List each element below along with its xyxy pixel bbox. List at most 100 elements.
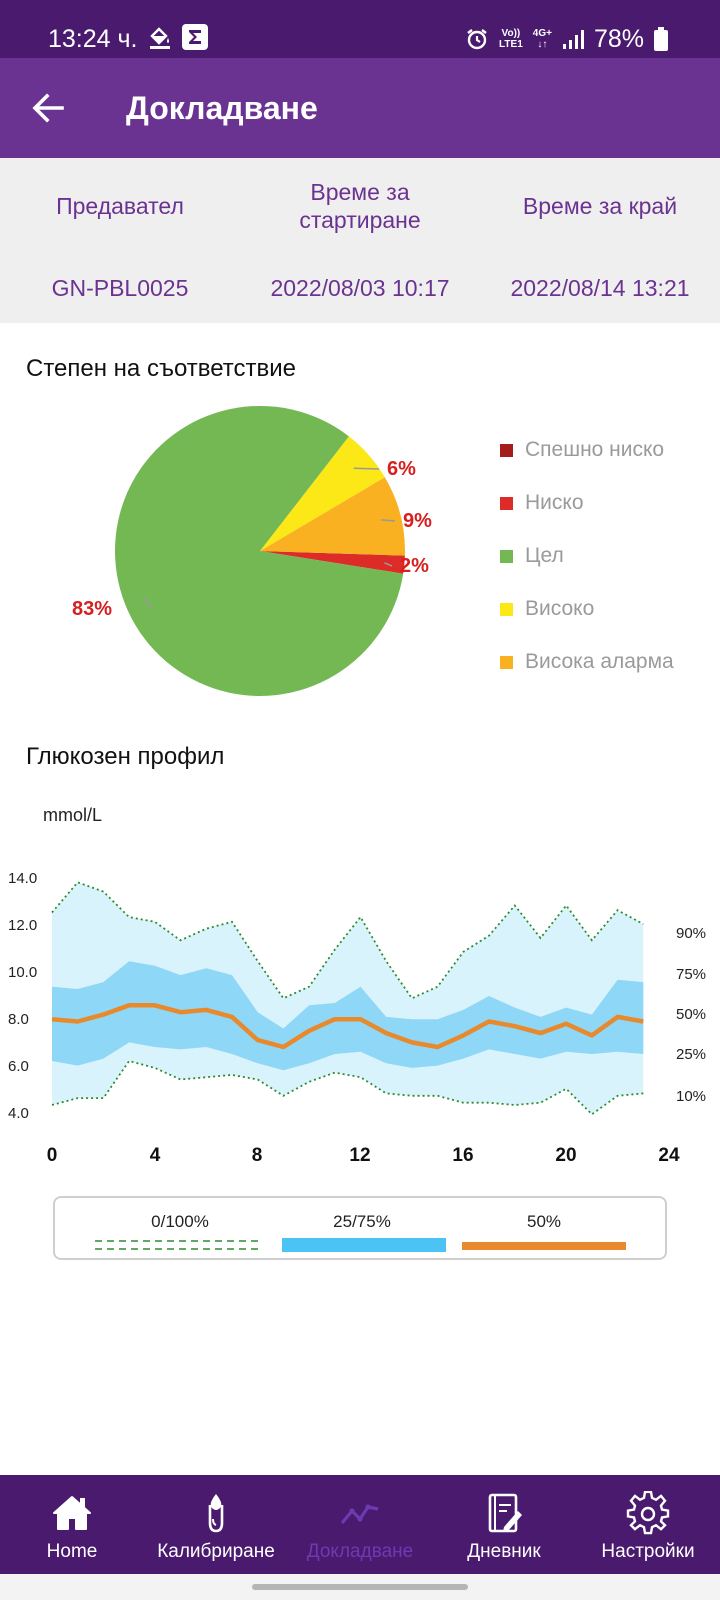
y-tick-8: 8.0 bbox=[8, 1011, 29, 1028]
legend-label-min-max: 0/100% bbox=[151, 1212, 209, 1231]
x-tick-8: 8 bbox=[251, 1145, 263, 1166]
trend-line-icon bbox=[340, 1504, 379, 1525]
battery-percent: 78% bbox=[593, 25, 644, 53]
network-type-text: 4G+ bbox=[532, 28, 552, 39]
pie-slice-Високо bbox=[260, 436, 385, 551]
transmitter-header: Предавател bbox=[56, 193, 184, 219]
volte-indicator: Vo)) LTE1 bbox=[499, 28, 523, 50]
y-axis-unit: mmol/L bbox=[43, 805, 103, 825]
alarm-icon bbox=[467, 29, 487, 50]
nav-calibration[interactable]: Калибриране bbox=[144, 1475, 288, 1574]
app-bar: Докладване bbox=[0, 58, 720, 158]
legend-swatch-high-alarm bbox=[500, 655, 513, 669]
glucose-profile-title: Глюкозен профил bbox=[26, 743, 225, 770]
transmitter-info-panel: Предавател Време за стартиране Време за … bbox=[0, 158, 720, 323]
x-tick-16: 16 bbox=[452, 1145, 474, 1166]
legend-swatch-high bbox=[500, 602, 513, 616]
start-time-value: 2022/08/03 10:17 bbox=[270, 275, 450, 301]
legend-urgent-low: Спешно ниско bbox=[500, 438, 664, 462]
blood-drop-icon bbox=[208, 1494, 224, 1533]
legend-label-low: Ниско bbox=[525, 491, 584, 514]
glucose-profile-legend: 0/100% 25/75% 50% bbox=[53, 1196, 667, 1260]
status-right: Vo)) LTE1 4G+ ↓↑ 78% bbox=[465, 24, 668, 54]
legend-high-alarm: Висока аларма bbox=[500, 650, 674, 674]
legend-target: Цел bbox=[500, 544, 564, 568]
status-bar: 13:24 ч. Vo)) LTE1 bbox=[0, 0, 720, 58]
gear-icon bbox=[626, 1491, 670, 1535]
percentile-10: 10% bbox=[676, 1088, 707, 1105]
pie-leader-line bbox=[143, 596, 153, 610]
iqr-band bbox=[52, 961, 644, 1071]
y-tick-10: 10.0 bbox=[8, 964, 38, 981]
y-tick-4: 4.0 bbox=[8, 1105, 29, 1122]
x-tick-0: 0 bbox=[46, 1145, 58, 1166]
nav-settings-label: Настройки bbox=[601, 1541, 695, 1562]
x-tick-20: 20 bbox=[555, 1145, 577, 1166]
compliance-pie-chart: 2% 9% 6% 83% bbox=[72, 405, 432, 696]
nav-calibration-label: Калибриране bbox=[157, 1541, 275, 1562]
pie-leader-line bbox=[384, 562, 393, 567]
nav-journal[interactable]: Дневник bbox=[432, 1475, 576, 1574]
lte-text: LTE1 bbox=[499, 39, 523, 50]
pie-label-Високо: 6% bbox=[387, 458, 416, 480]
pie-label-Висока-аларма: 9% bbox=[403, 510, 432, 532]
legend-label-high-alarm: Висока аларма bbox=[525, 650, 674, 673]
compliance-title: Степен на съответствие bbox=[26, 355, 296, 382]
gesture-area bbox=[0, 1574, 720, 1600]
legend-swatch-urgent-low bbox=[500, 443, 513, 457]
legend-low: Ниско bbox=[500, 491, 584, 515]
legend-median-swatch bbox=[462, 1242, 626, 1250]
legend-swatch-low bbox=[500, 496, 513, 510]
nav-home-label: Home bbox=[46, 1541, 98, 1562]
back-arrow-icon[interactable] bbox=[28, 88, 68, 128]
signal-icon bbox=[562, 30, 584, 49]
notebook-icon bbox=[488, 1493, 522, 1533]
percentile-25: 25% bbox=[676, 1046, 707, 1063]
percentile-75: 75% bbox=[676, 966, 707, 983]
legend-label-target: Цел bbox=[525, 544, 564, 567]
bottom-navigation: Home Калибриране Докладване bbox=[0, 1475, 720, 1574]
home-gesture-bar[interactable] bbox=[252, 1584, 468, 1590]
data-arrows-icon: ↓↑ bbox=[537, 39, 548, 50]
x-tick-12: 12 bbox=[349, 1145, 371, 1166]
pie-slice-Висока-аларма bbox=[260, 477, 405, 556]
x-tick-4: 4 bbox=[149, 1145, 161, 1166]
legend-min-max-swatch bbox=[95, 1240, 260, 1250]
pie-slice-Цел bbox=[114, 405, 404, 696]
min-line bbox=[51, 1059, 644, 1116]
percentile-50: 50% bbox=[676, 1006, 707, 1023]
legend-label-iqr: 25/75% bbox=[333, 1212, 391, 1231]
pie-leader-line bbox=[381, 519, 396, 522]
page-title: Докладване bbox=[126, 90, 318, 126]
status-time: 13:24 ч. bbox=[48, 25, 138, 53]
y-tick-14: 14.0 bbox=[8, 870, 38, 887]
start-time-header: Време за стартиране bbox=[299, 179, 421, 233]
sigma-app-icon bbox=[182, 24, 208, 50]
transmitter-value: GN-PBL0025 bbox=[51, 275, 189, 301]
legend-swatch-target bbox=[500, 549, 513, 563]
pie-label-Цел: 83% bbox=[72, 598, 112, 620]
legend-label-urgent-low: Спешно ниско bbox=[525, 438, 665, 461]
data-indicator: 4G+ ↓↑ bbox=[533, 28, 552, 50]
home-icon bbox=[53, 1496, 91, 1530]
glucose-profile-chart bbox=[51, 881, 644, 1116]
y-tick-12: 12.0 bbox=[8, 917, 38, 934]
legend-high: Високо bbox=[500, 597, 594, 621]
nav-journal-label: Дневник bbox=[467, 1541, 541, 1562]
end-time-header: Време за край bbox=[522, 193, 678, 219]
legend-label-high: Високо bbox=[525, 597, 595, 620]
pie-label-Ниско: 2% bbox=[400, 555, 429, 577]
median-line bbox=[51, 1003, 644, 1050]
end-time-value: 2022/08/14 13:21 bbox=[510, 275, 690, 301]
status-left-icons bbox=[148, 24, 208, 50]
battery-icon bbox=[654, 27, 668, 51]
legend-iqr-swatch bbox=[282, 1238, 446, 1252]
percentile-90: 90% bbox=[676, 925, 707, 942]
nav-reports-label: Докладване bbox=[306, 1541, 414, 1562]
nav-home[interactable]: Home bbox=[0, 1475, 144, 1574]
nav-reports[interactable]: Докладване bbox=[288, 1475, 432, 1574]
legend-label-median: 50% bbox=[526, 1212, 562, 1231]
nav-settings[interactable]: Настройки bbox=[576, 1475, 720, 1574]
x-tick-24: 24 bbox=[658, 1145, 680, 1166]
